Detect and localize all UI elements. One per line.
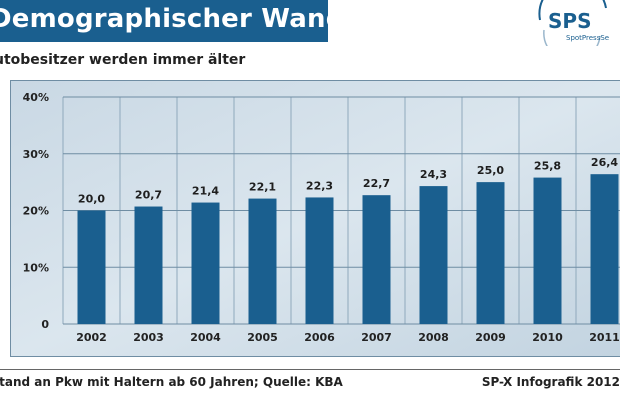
- footer-credit: SP-X Infografik 2012: [481, 375, 620, 389]
- x-tick-label: 2010: [532, 331, 563, 344]
- logo-tagline: SpotPressSe: [566, 34, 609, 42]
- x-tick-label: 2006: [304, 331, 335, 344]
- bar-value-label: 26,4: [591, 156, 618, 169]
- title-banner: Demographischer Wandel: [0, 0, 328, 42]
- bar: [134, 206, 163, 324]
- x-tick-label: 2007: [361, 331, 392, 344]
- bar: [533, 177, 562, 324]
- y-tick-label: 10%: [23, 261, 49, 274]
- logo-text: SPS: [548, 9, 591, 33]
- bar-chart: 0 10% 20% 30% 40% 20,0 2002 20,7 2003 21,4 2004 22,…: [11, 81, 620, 356]
- x-tick-label: 2002: [76, 331, 107, 344]
- bar: [590, 174, 619, 324]
- sps-logo-icon: SPS SpotPressSe: [538, 0, 609, 46]
- bar-value-label: 25,8: [534, 160, 561, 173]
- x-tick-label: 2005: [247, 331, 278, 344]
- bar-value-label: 22,1: [249, 181, 276, 194]
- x-tick-label: 2009: [475, 331, 506, 344]
- y-tick-label: 20%: [23, 205, 49, 218]
- bar: [362, 195, 391, 324]
- footer-divider: [0, 369, 620, 370]
- bar-value-label: 25,0: [477, 164, 504, 177]
- bar: [191, 202, 220, 324]
- footer-source: stand an Pkw mit Haltern ab 60 Jahren; Q…: [0, 375, 343, 389]
- bar-layer: [77, 174, 619, 324]
- bar-value-label: 22,3: [306, 179, 333, 192]
- chart-frame: 0 10% 20% 30% 40% 20,0 2002 20,7 2003 21,4 2004 22,…: [10, 80, 620, 357]
- bar: [305, 197, 334, 324]
- label-layer: 0 10% 20% 30% 40% 20,0 2002 20,7 2003 21,4 2004 22,…: [23, 91, 620, 344]
- y-tick-label: 40%: [23, 91, 49, 104]
- x-tick-label: 2008: [418, 331, 449, 344]
- bar-value-label: 20,0: [78, 193, 105, 206]
- y-tick-label: 30%: [23, 148, 49, 161]
- bar: [77, 210, 106, 324]
- page-title: Demographischer Wandel: [0, 4, 328, 34]
- y-tick-label: 0: [41, 318, 49, 331]
- sps-logo: SPS SpotPressSe: [536, 0, 620, 46]
- bar: [248, 198, 277, 324]
- bar-value-label: 24,3: [420, 168, 447, 181]
- x-tick-label: 2004: [190, 331, 221, 344]
- x-tick-label: 2003: [133, 331, 164, 344]
- bar: [476, 182, 505, 324]
- bar: [419, 186, 448, 324]
- bar-value-label: 20,7: [135, 189, 162, 202]
- x-tick-label: 2011: [589, 331, 620, 344]
- bar-value-label: 22,7: [363, 177, 390, 190]
- bar-value-label: 21,4: [192, 185, 219, 198]
- chart-subtitle: utobesitzer werden immer älter: [0, 52, 246, 68]
